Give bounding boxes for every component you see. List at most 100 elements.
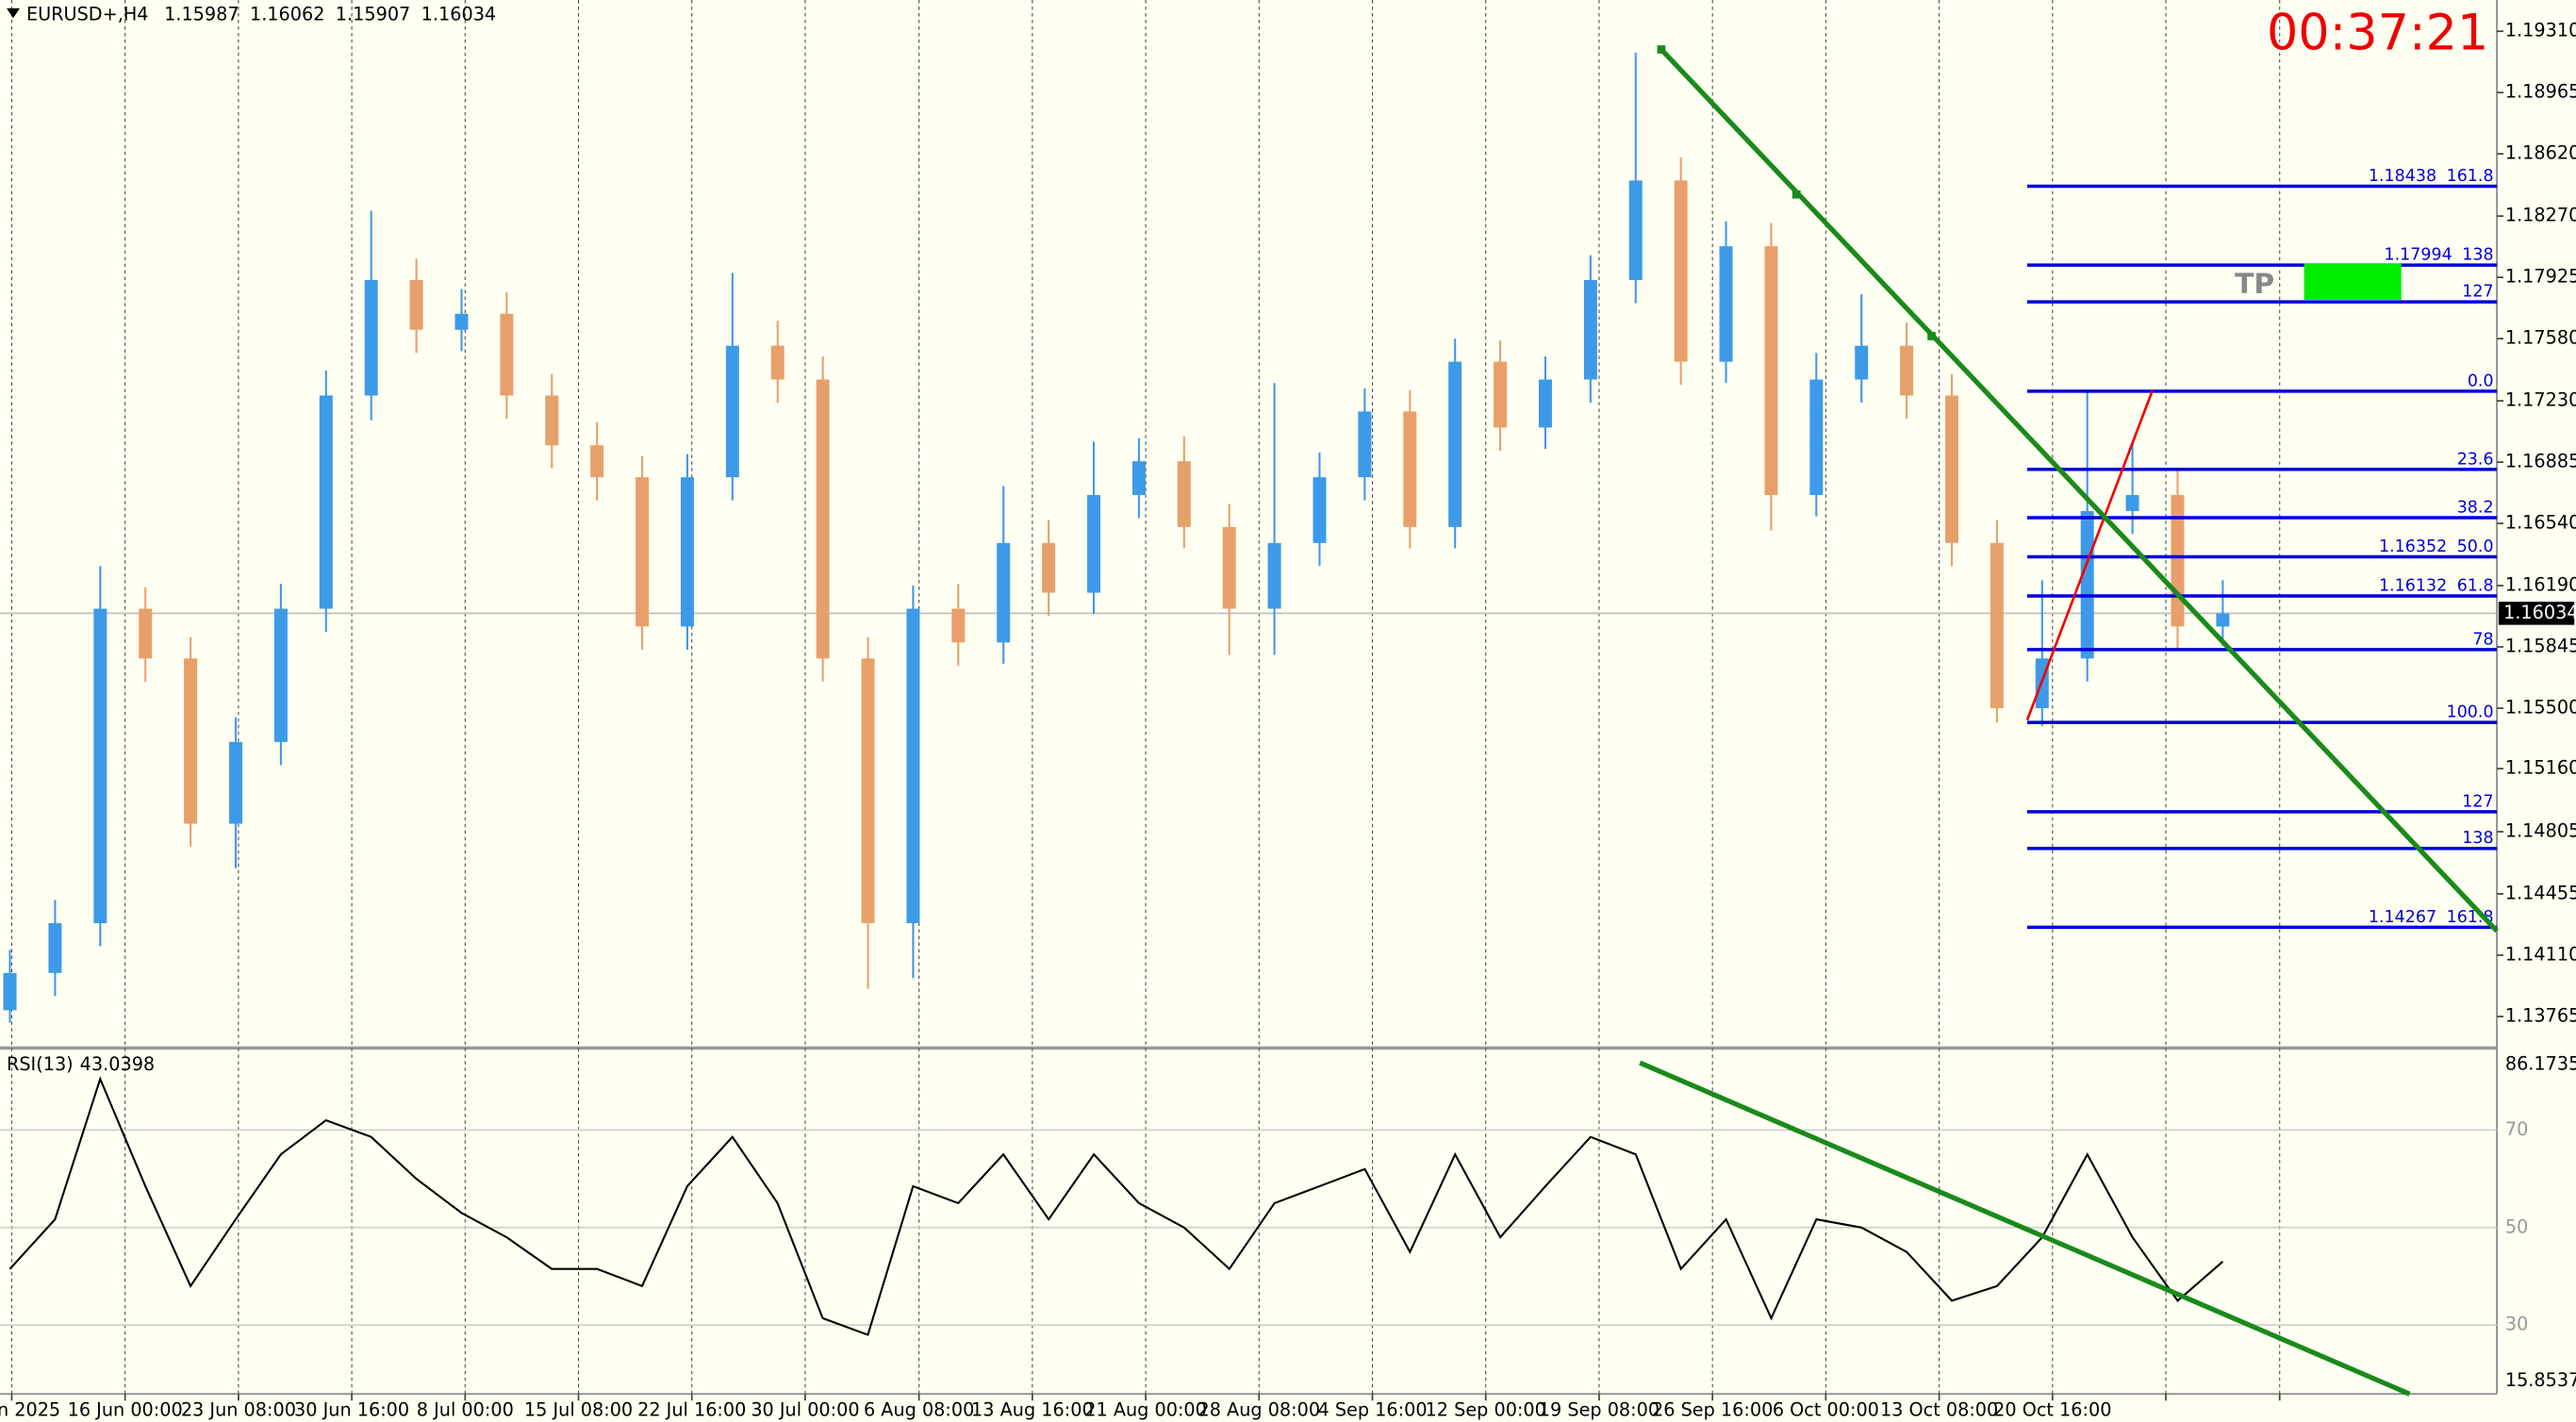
candle-body bbox=[319, 395, 333, 609]
candle-body bbox=[1403, 411, 1417, 527]
candle-body bbox=[2171, 494, 2185, 627]
fib-level-label: 161.8 bbox=[2447, 167, 2494, 186]
trend-handle bbox=[1927, 332, 1936, 340]
candle-body bbox=[545, 395, 559, 446]
y-tick-label: 15.8537 bbox=[2505, 1369, 2576, 1391]
candle-body bbox=[1945, 395, 1959, 543]
fib-level-label: 78 bbox=[2472, 630, 2493, 649]
candle-body bbox=[1855, 345, 1869, 380]
fib-price-label: 1.17994 bbox=[2385, 246, 2452, 265]
quote-high: 1.16062 bbox=[250, 3, 324, 25]
candle-body bbox=[1809, 379, 1824, 495]
y-tick-label: 1.17925 bbox=[2505, 266, 2576, 288]
candle-body bbox=[680, 477, 694, 627]
x-tick-label: 20 Oct 16:00 bbox=[1993, 1398, 2111, 1420]
fib-level-label: 23.6 bbox=[2457, 450, 2494, 469]
x-tick-label: 23 Jun 08:00 bbox=[181, 1398, 296, 1420]
y-tick-label: 1.14110 bbox=[2505, 943, 2576, 965]
fib-level-label: 138 bbox=[2462, 246, 2493, 265]
candle-body bbox=[2080, 510, 2094, 659]
fib-level-label: 0.0 bbox=[2468, 372, 2494, 390]
fib-level-label: 61.8 bbox=[2457, 576, 2494, 595]
candle-body bbox=[770, 345, 784, 380]
y-tick-label: 1.15160 bbox=[2505, 757, 2576, 779]
fib-price-label: 1.16352 bbox=[2379, 537, 2447, 556]
y-tick-label: 70 bbox=[2505, 1118, 2528, 1140]
candle-body bbox=[2125, 494, 2139, 511]
candle-body bbox=[1764, 246, 1778, 495]
fib-level-label: 127 bbox=[2462, 792, 2493, 811]
fib-price-label: 1.18438 bbox=[2369, 167, 2436, 186]
quote-open: 1.15987 bbox=[164, 3, 239, 25]
x-tick-label: 13 Oct 08:00 bbox=[1880, 1398, 1998, 1420]
candle-body bbox=[454, 313, 469, 330]
y-tick-label: 1.15500 bbox=[2505, 697, 2576, 719]
x-tick-label: 12 Sep 00:00 bbox=[1426, 1398, 1546, 1420]
x-tick-label: 21 Aug 00:00 bbox=[1084, 1398, 1207, 1420]
y-tick-label: 1.18965 bbox=[2505, 81, 2576, 103]
trend-handle bbox=[1792, 190, 1801, 199]
x-tick-label: 30 Jul 00:00 bbox=[751, 1398, 859, 1420]
candle-body bbox=[184, 658, 198, 824]
x-tick-label: 26 Sep 16:00 bbox=[1652, 1398, 1773, 1420]
candle-body bbox=[139, 608, 153, 659]
candle-body bbox=[1222, 526, 1236, 609]
candle-body bbox=[364, 279, 378, 396]
candle-body bbox=[93, 608, 107, 924]
candle-body bbox=[1990, 542, 2004, 709]
candle-body bbox=[1494, 361, 1508, 428]
fib-anchor-line bbox=[2025, 389, 2155, 721]
y-tick-label: 1.16540 bbox=[2505, 512, 2576, 534]
x-tick-label: 13 Aug 16:00 bbox=[971, 1398, 1094, 1420]
candle-body bbox=[1538, 379, 1552, 428]
candle-body bbox=[590, 445, 604, 478]
x-tick-label: 15 Jul 08:00 bbox=[524, 1398, 633, 1420]
candle-body bbox=[1131, 461, 1146, 495]
fib-level-label: 38.2 bbox=[2457, 499, 2494, 518]
candle-body bbox=[273, 608, 288, 742]
y-tick-label: 1.16885 bbox=[2505, 451, 2576, 472]
candle-body bbox=[1583, 279, 1597, 380]
y-tick-label: 1.14805 bbox=[2505, 819, 2576, 841]
x-tick-label: 22 Jul 16:00 bbox=[637, 1398, 746, 1420]
quote-low: 1.15907 bbox=[336, 3, 410, 25]
candle-body bbox=[2216, 613, 2230, 627]
symbol: EURUSD+,H4 bbox=[26, 3, 149, 25]
x-tick-label: 6 Jun 2025 bbox=[0, 1398, 60, 1420]
candle-body bbox=[1900, 345, 1914, 396]
tp-label: TP bbox=[2235, 268, 2274, 301]
x-tick-label: 16 Jun 00:00 bbox=[68, 1398, 183, 1420]
menu-arrow[interactable] bbox=[6, 8, 20, 19]
quote-close: 1.16034 bbox=[421, 3, 496, 25]
y-tick-label: 1.13765 bbox=[2505, 1004, 2576, 1026]
candle-body bbox=[1628, 180, 1643, 280]
x-tick-label: 8 Jul 00:00 bbox=[417, 1398, 514, 1420]
candle-body bbox=[1674, 180, 1688, 362]
candle-body bbox=[951, 608, 966, 643]
countdown: 00:37:21 bbox=[2267, 4, 2488, 61]
x-tick-label: 4 Sep 16:00 bbox=[1317, 1398, 1427, 1420]
y-tick-label: 1.18620 bbox=[2505, 142, 2576, 164]
candle-body bbox=[1177, 461, 1191, 527]
candle-body bbox=[636, 477, 650, 627]
x-tick-label: 30 Jun 16:00 bbox=[294, 1398, 409, 1420]
candle-body bbox=[1448, 361, 1462, 527]
candle-body bbox=[1267, 542, 1281, 609]
fib-price-label: 1.14267 bbox=[2369, 908, 2436, 927]
y-tick-label: 30 bbox=[2505, 1314, 2528, 1335]
candle-body bbox=[48, 923, 62, 973]
y-tick-label: 86.1735 bbox=[2505, 1052, 2576, 1074]
y-tick-label: 1.15845 bbox=[2505, 636, 2576, 657]
candle-body bbox=[906, 608, 920, 924]
candle-body bbox=[997, 542, 1011, 643]
y-tick-label: 1.19310 bbox=[2505, 20, 2576, 41]
candle-body bbox=[1719, 246, 1733, 362]
fib-level-label: 138 bbox=[2462, 829, 2493, 848]
fib-price-label: 1.16132 bbox=[2379, 576, 2447, 595]
header: EURUSD+,H4 1.15987 1.16062 1.15907 1.160… bbox=[26, 3, 496, 25]
y-tick-label: 1.18270 bbox=[2505, 205, 2576, 226]
x-tick-label: 28 Aug 08:00 bbox=[1197, 1398, 1320, 1420]
